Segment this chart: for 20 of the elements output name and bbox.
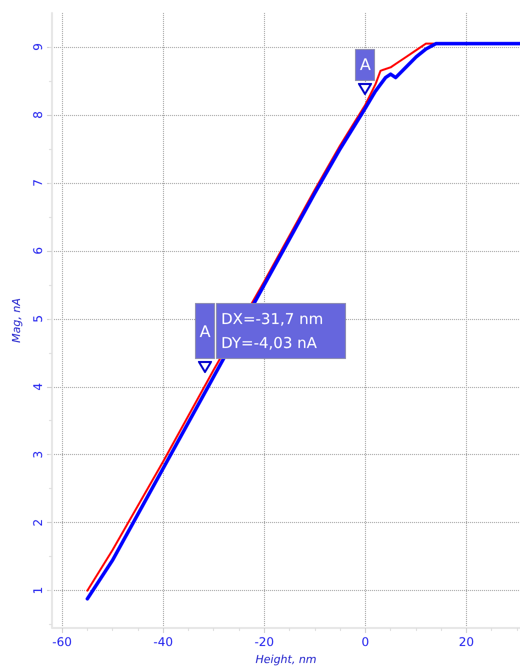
x-tick-label: -60 bbox=[52, 635, 72, 649]
y-tick-label: 8 bbox=[31, 111, 45, 119]
x-tick-label: -20 bbox=[254, 635, 274, 649]
y-tick-label: 5 bbox=[31, 314, 45, 323]
y-tick-label: 6 bbox=[31, 247, 45, 255]
annotation: DY=-4,03 nA bbox=[221, 333, 318, 354]
x-tick-label: -40 bbox=[153, 635, 173, 649]
x-tick-label: 0 bbox=[362, 635, 370, 649]
x-axis-title: Height, nm bbox=[255, 653, 317, 666]
annotation: DX=-31,7 nm bbox=[221, 309, 324, 330]
annotation: A bbox=[360, 55, 371, 74]
y-tick-label: 3 bbox=[31, 450, 45, 459]
x-tick-label: 20 bbox=[458, 635, 474, 649]
y-tick-label: 4 bbox=[31, 382, 45, 391]
y-tick-label: 9 bbox=[31, 43, 45, 51]
y-tick-label: 2 bbox=[31, 518, 45, 526]
y-tick-label: 7 bbox=[31, 179, 45, 187]
y-axis-title: Mag, nA bbox=[10, 298, 23, 343]
annotation: A bbox=[200, 322, 211, 341]
y-tick-label: 1 bbox=[31, 586, 45, 594]
